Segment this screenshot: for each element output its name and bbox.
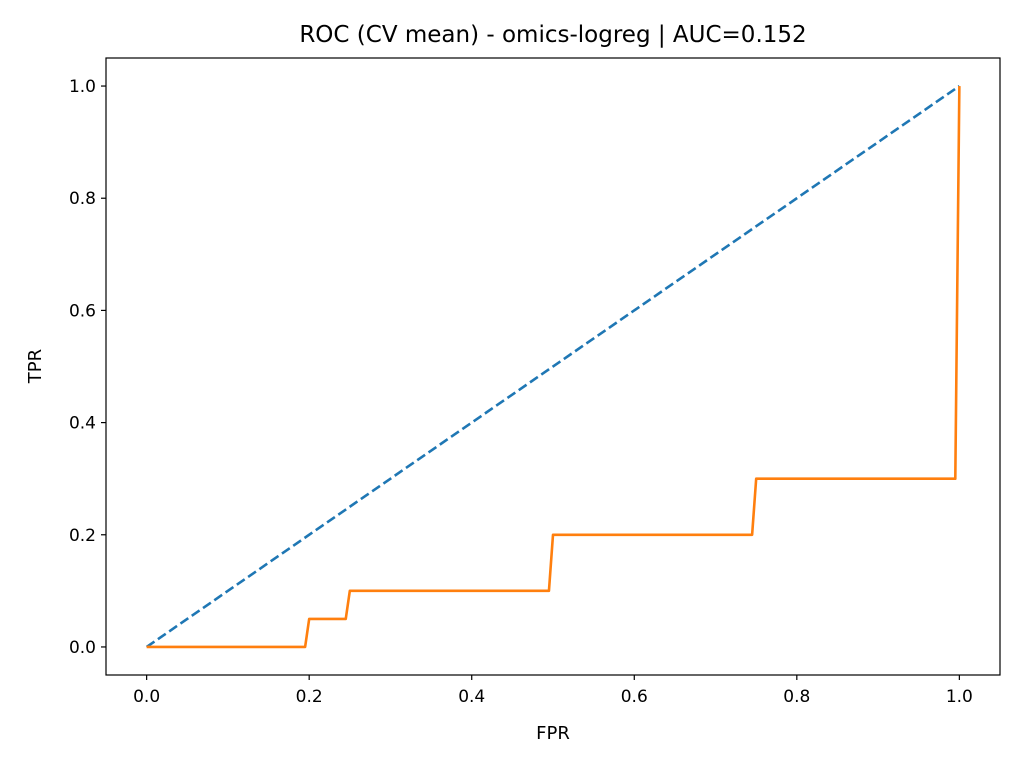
y-axis-ticks: 0.0 0.2 0.4 0.6 0.8 1.0 — [69, 77, 106, 658]
chart-title: ROC (CV mean) - omics-logreg | AUC=0.152 — [299, 22, 806, 48]
x-tick-label: 0.4 — [458, 687, 485, 707]
roc-curve-line — [146, 86, 961, 649]
x-tick-label: 0.6 — [621, 687, 648, 707]
chance-diagonal-line — [145, 84, 961, 649]
x-tick-label: 0.8 — [783, 687, 810, 707]
y-tick-label: 0.2 — [69, 526, 96, 546]
y-tick-label: 0.8 — [69, 189, 96, 209]
x-tick-label: 0.0 — [133, 687, 160, 707]
y-tick-label: 0.0 — [69, 638, 96, 658]
y-axis-label: TPR — [25, 349, 46, 384]
y-tick-label: 0.6 — [69, 301, 96, 321]
plot-area — [105, 57, 1001, 676]
x-axis-ticks: 0.0 0.2 0.4 0.6 0.8 1.0 — [133, 675, 973, 707]
y-tick-label: 1.0 — [69, 77, 96, 97]
plot-frame — [105, 57, 1001, 676]
x-tick-label: 1.0 — [946, 687, 973, 707]
x-axis-label: FPR — [536, 723, 570, 744]
y-tick-label: 0.4 — [69, 414, 96, 434]
x-tick-label: 0.2 — [296, 687, 323, 707]
